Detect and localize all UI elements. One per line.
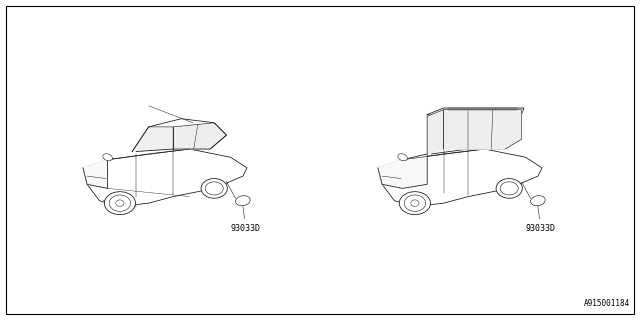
Polygon shape [444,110,522,149]
Polygon shape [428,115,522,154]
Text: 93033D: 93033D [525,224,556,233]
Ellipse shape [236,196,250,206]
Polygon shape [173,123,227,149]
Polygon shape [132,119,227,151]
Polygon shape [428,108,524,115]
Ellipse shape [398,154,407,161]
Text: A915001184: A915001184 [584,299,630,308]
Polygon shape [132,127,173,151]
Text: 93033D: 93033D [230,224,260,233]
Polygon shape [428,110,444,154]
Polygon shape [378,149,542,206]
Ellipse shape [496,179,522,198]
Polygon shape [83,149,247,206]
Ellipse shape [103,154,113,161]
Polygon shape [83,160,108,188]
Polygon shape [378,154,428,188]
Ellipse shape [399,192,431,215]
Ellipse shape [201,179,227,198]
Ellipse shape [104,192,136,215]
Ellipse shape [531,196,545,206]
